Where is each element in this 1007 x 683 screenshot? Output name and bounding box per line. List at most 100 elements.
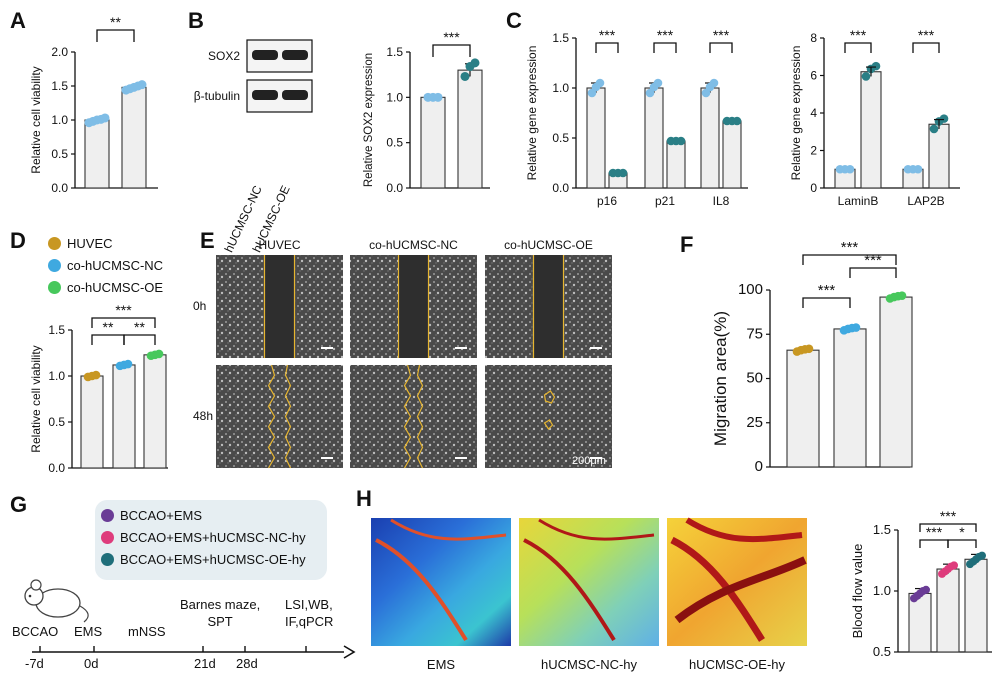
significance-label: *** <box>657 27 674 43</box>
column-label: co-hUCMSC-NC <box>369 238 458 252</box>
significance-label: *** <box>850 27 867 43</box>
legend-d: HUVEC co-hUCMSC-NC co-hUCMSC-OE <box>48 232 163 298</box>
y-tick-label: 0 <box>810 181 817 195</box>
legend-swatch-nc-hy <box>101 530 114 544</box>
y-tick-label: 0.0 <box>48 461 65 475</box>
bar <box>722 120 742 189</box>
data-point <box>851 323 861 332</box>
legend-item: BCCAO+EMS <box>101 504 306 526</box>
data-point <box>676 136 686 146</box>
significance-label: *** <box>940 508 957 524</box>
data-point <box>732 116 742 126</box>
legend-label: co-hUCMSC-NC <box>67 257 164 273</box>
significance-label: ** <box>134 319 145 335</box>
micrograph-image <box>216 365 343 468</box>
significance-bracket <box>709 42 733 53</box>
micrograph-image <box>350 365 477 468</box>
blood-vessel <box>390 518 507 541</box>
data-point <box>91 370 101 380</box>
mouse-ear <box>30 579 42 591</box>
y-tick-label: 0.5 <box>48 415 65 429</box>
row-label: 0h <box>193 299 206 313</box>
data-point <box>433 92 443 102</box>
y-tick-label: 0.5 <box>51 147 68 161</box>
y-axis-label: Relative gene expression <box>789 46 803 181</box>
data-point <box>618 168 628 178</box>
panel-label-g: G <box>10 492 28 517</box>
bar <box>928 123 950 189</box>
significance-label: *** <box>926 524 943 540</box>
significance-bracket <box>919 539 949 548</box>
y-tick-label: 1.0 <box>552 81 569 95</box>
significance-bracket <box>653 42 677 53</box>
legend-item: co-hUCMSC-NC <box>48 254 163 276</box>
blood-vessel <box>523 538 616 642</box>
significance-label: *** <box>864 252 882 269</box>
y-axis-label: Relative SOX2 expression <box>363 53 375 187</box>
bar <box>457 69 483 189</box>
timeline-event-lsi: LSI,WB, IF,qPCR <box>285 597 334 629</box>
y-tick-label: 0 <box>755 458 763 475</box>
data-point <box>978 551 986 560</box>
y-axis-label: Migration area(%) <box>711 311 730 446</box>
column-label: HUVEC <box>258 238 300 252</box>
data-point <box>804 344 814 354</box>
wound-edge <box>543 390 556 404</box>
blood-vessel <box>670 536 765 642</box>
significance-bracket <box>123 334 156 345</box>
blood-vessel <box>375 538 468 642</box>
image-label: hUCMSC-NC-hy <box>541 657 638 672</box>
x-tick-label: LaminB <box>838 194 879 208</box>
legend-swatch-nc <box>48 258 61 272</box>
blood-vessel <box>538 518 655 541</box>
bar <box>644 87 664 189</box>
y-tick-label: 6 <box>810 69 817 83</box>
timeline-day: -7d <box>25 656 44 671</box>
panel-label-b: B <box>188 8 204 33</box>
significance-label: *** <box>818 282 836 299</box>
significance-bracket <box>91 317 156 328</box>
significance-bracket <box>96 29 135 42</box>
y-tick-label: 2.0 <box>51 45 68 59</box>
data-point <box>939 114 949 123</box>
x-tick-label: p21 <box>655 194 675 208</box>
significance-bracket <box>947 539 977 548</box>
legend-label: BCCAO+EMS <box>120 507 202 523</box>
data-point <box>154 349 164 359</box>
wound-edge <box>284 364 292 469</box>
data-point <box>950 561 958 570</box>
legend-item: BCCAO+EMS+hUCMSC-NC-hy <box>101 526 306 548</box>
data-point <box>595 78 605 88</box>
y-axis-label: Relative gene expression <box>525 46 539 181</box>
significance-label: *** <box>115 302 132 318</box>
data-point <box>861 72 871 81</box>
blot-label: β-tubulin <box>194 89 240 103</box>
bar <box>908 592 932 653</box>
significance-bracket <box>912 42 940 53</box>
timeline-day: 0d <box>84 656 99 671</box>
y-tick-label: 75 <box>746 325 763 342</box>
data-point <box>470 58 480 68</box>
significance-bracket <box>802 297 851 308</box>
data-point <box>137 80 147 90</box>
legend-label: HUVEC <box>67 235 113 251</box>
significance-label: * <box>959 524 965 540</box>
band-sox2 <box>252 50 278 60</box>
bar <box>420 96 446 189</box>
y-tick-label: 0.0 <box>386 181 403 195</box>
significance-label: *** <box>599 27 616 43</box>
y-tick-label: 8 <box>810 31 817 45</box>
bar <box>860 71 882 189</box>
band-tubulin <box>282 90 308 100</box>
data-point <box>100 113 110 123</box>
y-tick-label: 1.0 <box>873 583 891 598</box>
data-point <box>123 359 133 369</box>
y-axis-label: Relative cell viability <box>29 345 43 452</box>
y-tick-label: 1.5 <box>48 323 65 337</box>
bar <box>143 354 167 469</box>
timeline-event-bccao: BCCAO <box>12 624 59 639</box>
legend-swatch-ems <box>101 508 114 522</box>
mouse-tail <box>79 605 89 623</box>
y-tick-label: 1.5 <box>873 522 891 537</box>
